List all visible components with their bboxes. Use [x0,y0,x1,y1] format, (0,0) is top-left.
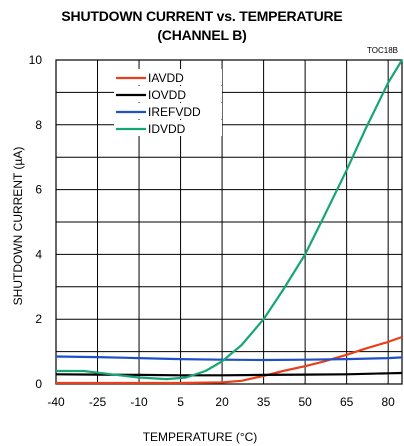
x-tick-label-2: -10 [130,395,148,409]
series-line-idvdd [56,60,402,379]
y-tick-label-1: 2 [35,312,42,326]
x-tick-label-5: 35 [257,395,271,409]
y-tick-label-3: 6 [35,183,42,197]
x-tick-label-6: 50 [298,395,312,409]
x-tick-label-1: -25 [89,395,107,409]
x-tick-label-4: 20 [215,395,229,409]
y-tick-label-0: 0 [35,377,42,391]
y-tick-label-5: 10 [29,53,43,67]
x-tick-label-7: 65 [340,395,354,409]
series-line-irefvdd [56,357,402,361]
y-tick-label-2: 4 [35,247,42,261]
x-tick-label-0: -40 [47,395,65,409]
legend-label-idvdd: IDVDD [148,122,186,136]
legend-label-iavdd: IAVDD [148,71,184,85]
legend-label-irefvdd: IREFVDD [148,105,201,119]
x-tick-label-3: 5 [177,395,184,409]
y-tick-label-4: 8 [35,118,42,132]
x-tick-label-8: 80 [381,395,395,409]
legend-label-iovdd: IOVDD [148,88,186,102]
